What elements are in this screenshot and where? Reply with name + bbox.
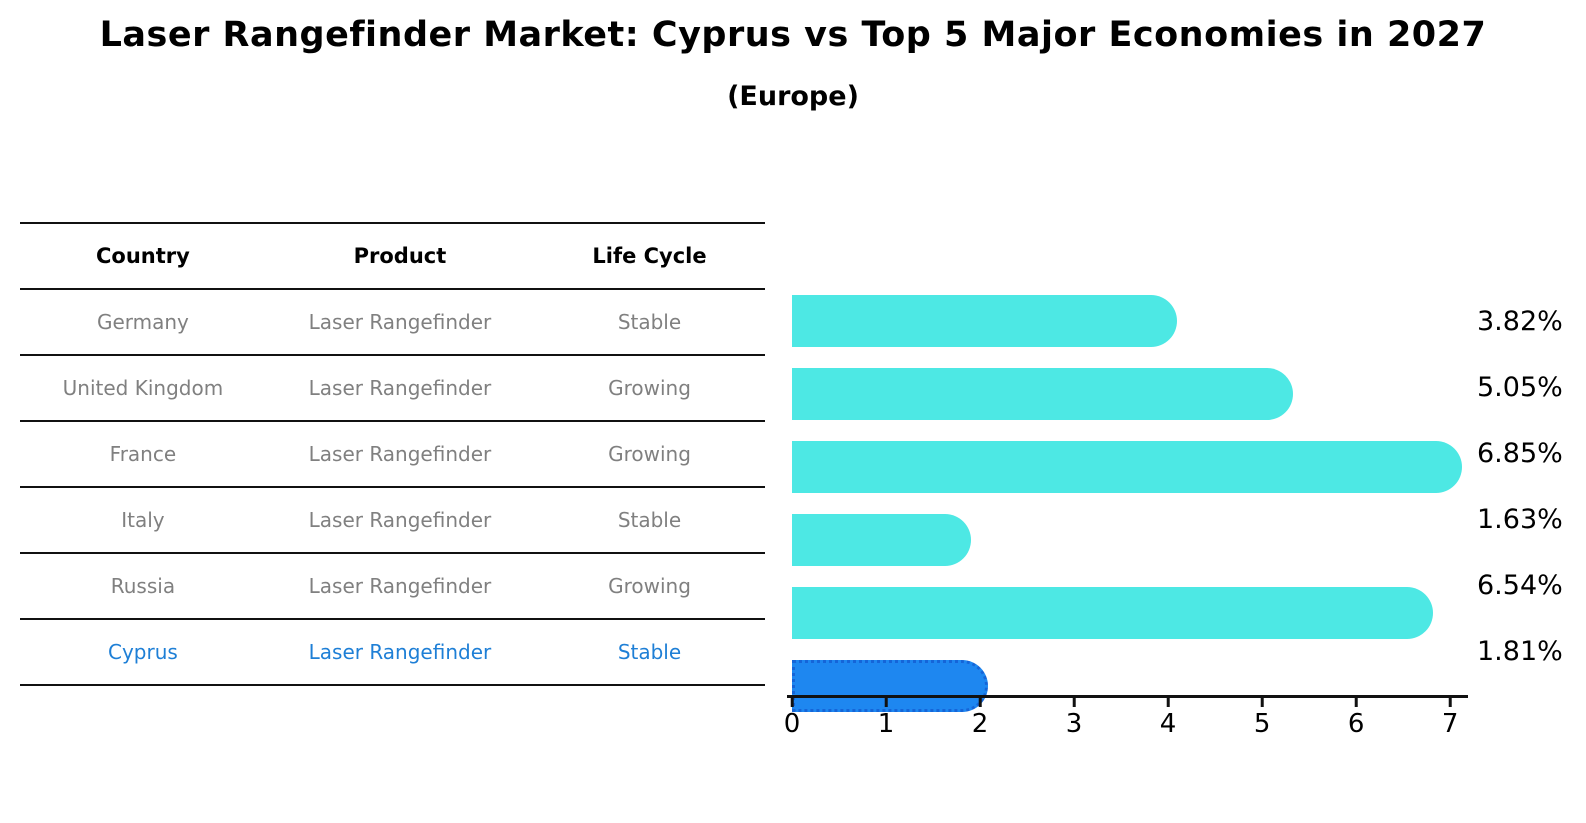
column-header-country: Country bbox=[96, 244, 190, 268]
x-tick-mark bbox=[978, 698, 982, 707]
x-tick-label: 5 bbox=[1253, 709, 1271, 739]
bar-germany bbox=[792, 295, 1178, 347]
x-tick-mark bbox=[1448, 698, 1452, 707]
bar-row-italy bbox=[792, 514, 1468, 580]
table-row-france: France Laser Rangefinder Growing bbox=[20, 420, 765, 486]
x-tick-label: 1 bbox=[877, 709, 895, 739]
chart-subtitle: (Europe) bbox=[727, 81, 859, 112]
bar-row-germany bbox=[792, 295, 1468, 361]
cell-product: Laser Rangefinder bbox=[308, 640, 492, 664]
cell-country: Russia bbox=[110, 574, 176, 598]
table-row-russia: Russia Laser Rangefinder Growing bbox=[20, 552, 765, 618]
table-row-cyprus: Cyprus Laser Rangefinder Stable bbox=[20, 618, 765, 684]
bar-row-russia bbox=[792, 587, 1468, 653]
x-axis-ticks: 0 1 2 3 4 5 6 7 bbox=[784, 698, 1458, 748]
cell-product: Laser Rangefinder bbox=[308, 310, 492, 334]
cell-product: Laser Rangefinder bbox=[308, 574, 492, 598]
x-tick-label: 7 bbox=[1441, 709, 1459, 739]
cell-life-cycle: Stable bbox=[617, 508, 682, 532]
bar-row-france bbox=[792, 441, 1468, 507]
cell-life-cycle: Stable bbox=[617, 310, 682, 334]
cell-country: Cyprus bbox=[108, 640, 178, 664]
cell-life-cycle: Growing bbox=[608, 574, 691, 598]
table-body: Germany Laser Rangefinder Stable United Kin… bbox=[20, 288, 765, 684]
x-tick-7: 7 bbox=[1441, 698, 1459, 739]
table-row-germany: Germany Laser Rangefinder Stable bbox=[20, 288, 765, 354]
cell-life-cycle: Growing bbox=[608, 442, 691, 466]
x-tick-mark bbox=[1166, 698, 1170, 707]
bar-france bbox=[792, 441, 1463, 493]
x-tick-2: 2 bbox=[971, 698, 989, 739]
x-tick-0: 0 bbox=[783, 698, 801, 739]
cell-country: United Kingdom bbox=[62, 376, 224, 400]
x-tick-mark bbox=[1260, 698, 1264, 707]
x-tick-label: 4 bbox=[1159, 709, 1177, 739]
table-row-united-kingdom: United Kingdom Laser Rangefinder Growing bbox=[20, 354, 765, 420]
chart-title: Laser Rangefinder Market: Cyprus vs Top … bbox=[99, 15, 1487, 55]
x-tick-label: 2 bbox=[971, 709, 989, 739]
x-tick-label: 6 bbox=[1347, 709, 1365, 739]
cell-product: Laser Rangefinder bbox=[308, 508, 492, 532]
cell-product: Laser Rangefinder bbox=[308, 442, 492, 466]
x-tick-5: 5 bbox=[1253, 698, 1271, 739]
cell-life-cycle: Stable bbox=[617, 640, 682, 664]
column-header-life-cycle: Life Cycle bbox=[592, 244, 707, 268]
country-table: Country Product Life Cycle Germany Laser … bbox=[20, 222, 765, 686]
cell-country: France bbox=[109, 442, 177, 466]
value-labels: 3.82% 5.05% 6.85% 1.63% 6.54% 1.81% bbox=[1477, 288, 1586, 684]
value-label-united-kingdom: 5.05% bbox=[1477, 371, 1563, 403]
x-axis-line bbox=[787, 695, 1468, 698]
bar-russia bbox=[792, 587, 1433, 639]
x-tick-4: 4 bbox=[1159, 698, 1177, 739]
bar-row-cyprus bbox=[792, 660, 1468, 726]
x-tick-6: 6 bbox=[1347, 698, 1365, 739]
value-label-italy: 1.63% bbox=[1477, 503, 1563, 535]
x-tick-3: 3 bbox=[1065, 698, 1083, 739]
x-tick-label: 3 bbox=[1065, 709, 1083, 739]
x-tick-label: 0 bbox=[783, 709, 801, 739]
value-label-germany: 3.82% bbox=[1477, 305, 1563, 337]
cell-country: Italy bbox=[121, 508, 165, 532]
column-header-product: Product bbox=[353, 244, 447, 268]
x-tick-mark bbox=[1072, 698, 1076, 707]
x-tick-mark bbox=[790, 698, 794, 707]
x-tick-mark bbox=[884, 698, 888, 707]
cell-country: Germany bbox=[96, 310, 189, 334]
bar-united-kingdom bbox=[792, 368, 1293, 420]
bar-italy bbox=[792, 514, 972, 566]
bar-chart bbox=[792, 288, 1468, 726]
cell-life-cycle: Growing bbox=[608, 376, 691, 400]
value-label-cyprus: 1.81% bbox=[1477, 635, 1563, 667]
value-label-france: 6.85% bbox=[1477, 437, 1563, 469]
x-tick-1: 1 bbox=[877, 698, 895, 739]
table-row-italy: Italy Laser Rangefinder Stable bbox=[20, 486, 765, 552]
bar-row-united-kingdom bbox=[792, 368, 1468, 434]
value-label-russia: 6.54% bbox=[1477, 569, 1563, 601]
cell-product: Laser Rangefinder bbox=[308, 376, 492, 400]
bar-cyprus bbox=[792, 660, 989, 712]
x-tick-mark bbox=[1354, 698, 1358, 707]
table-header-row: Country Product Life Cycle bbox=[20, 222, 765, 288]
